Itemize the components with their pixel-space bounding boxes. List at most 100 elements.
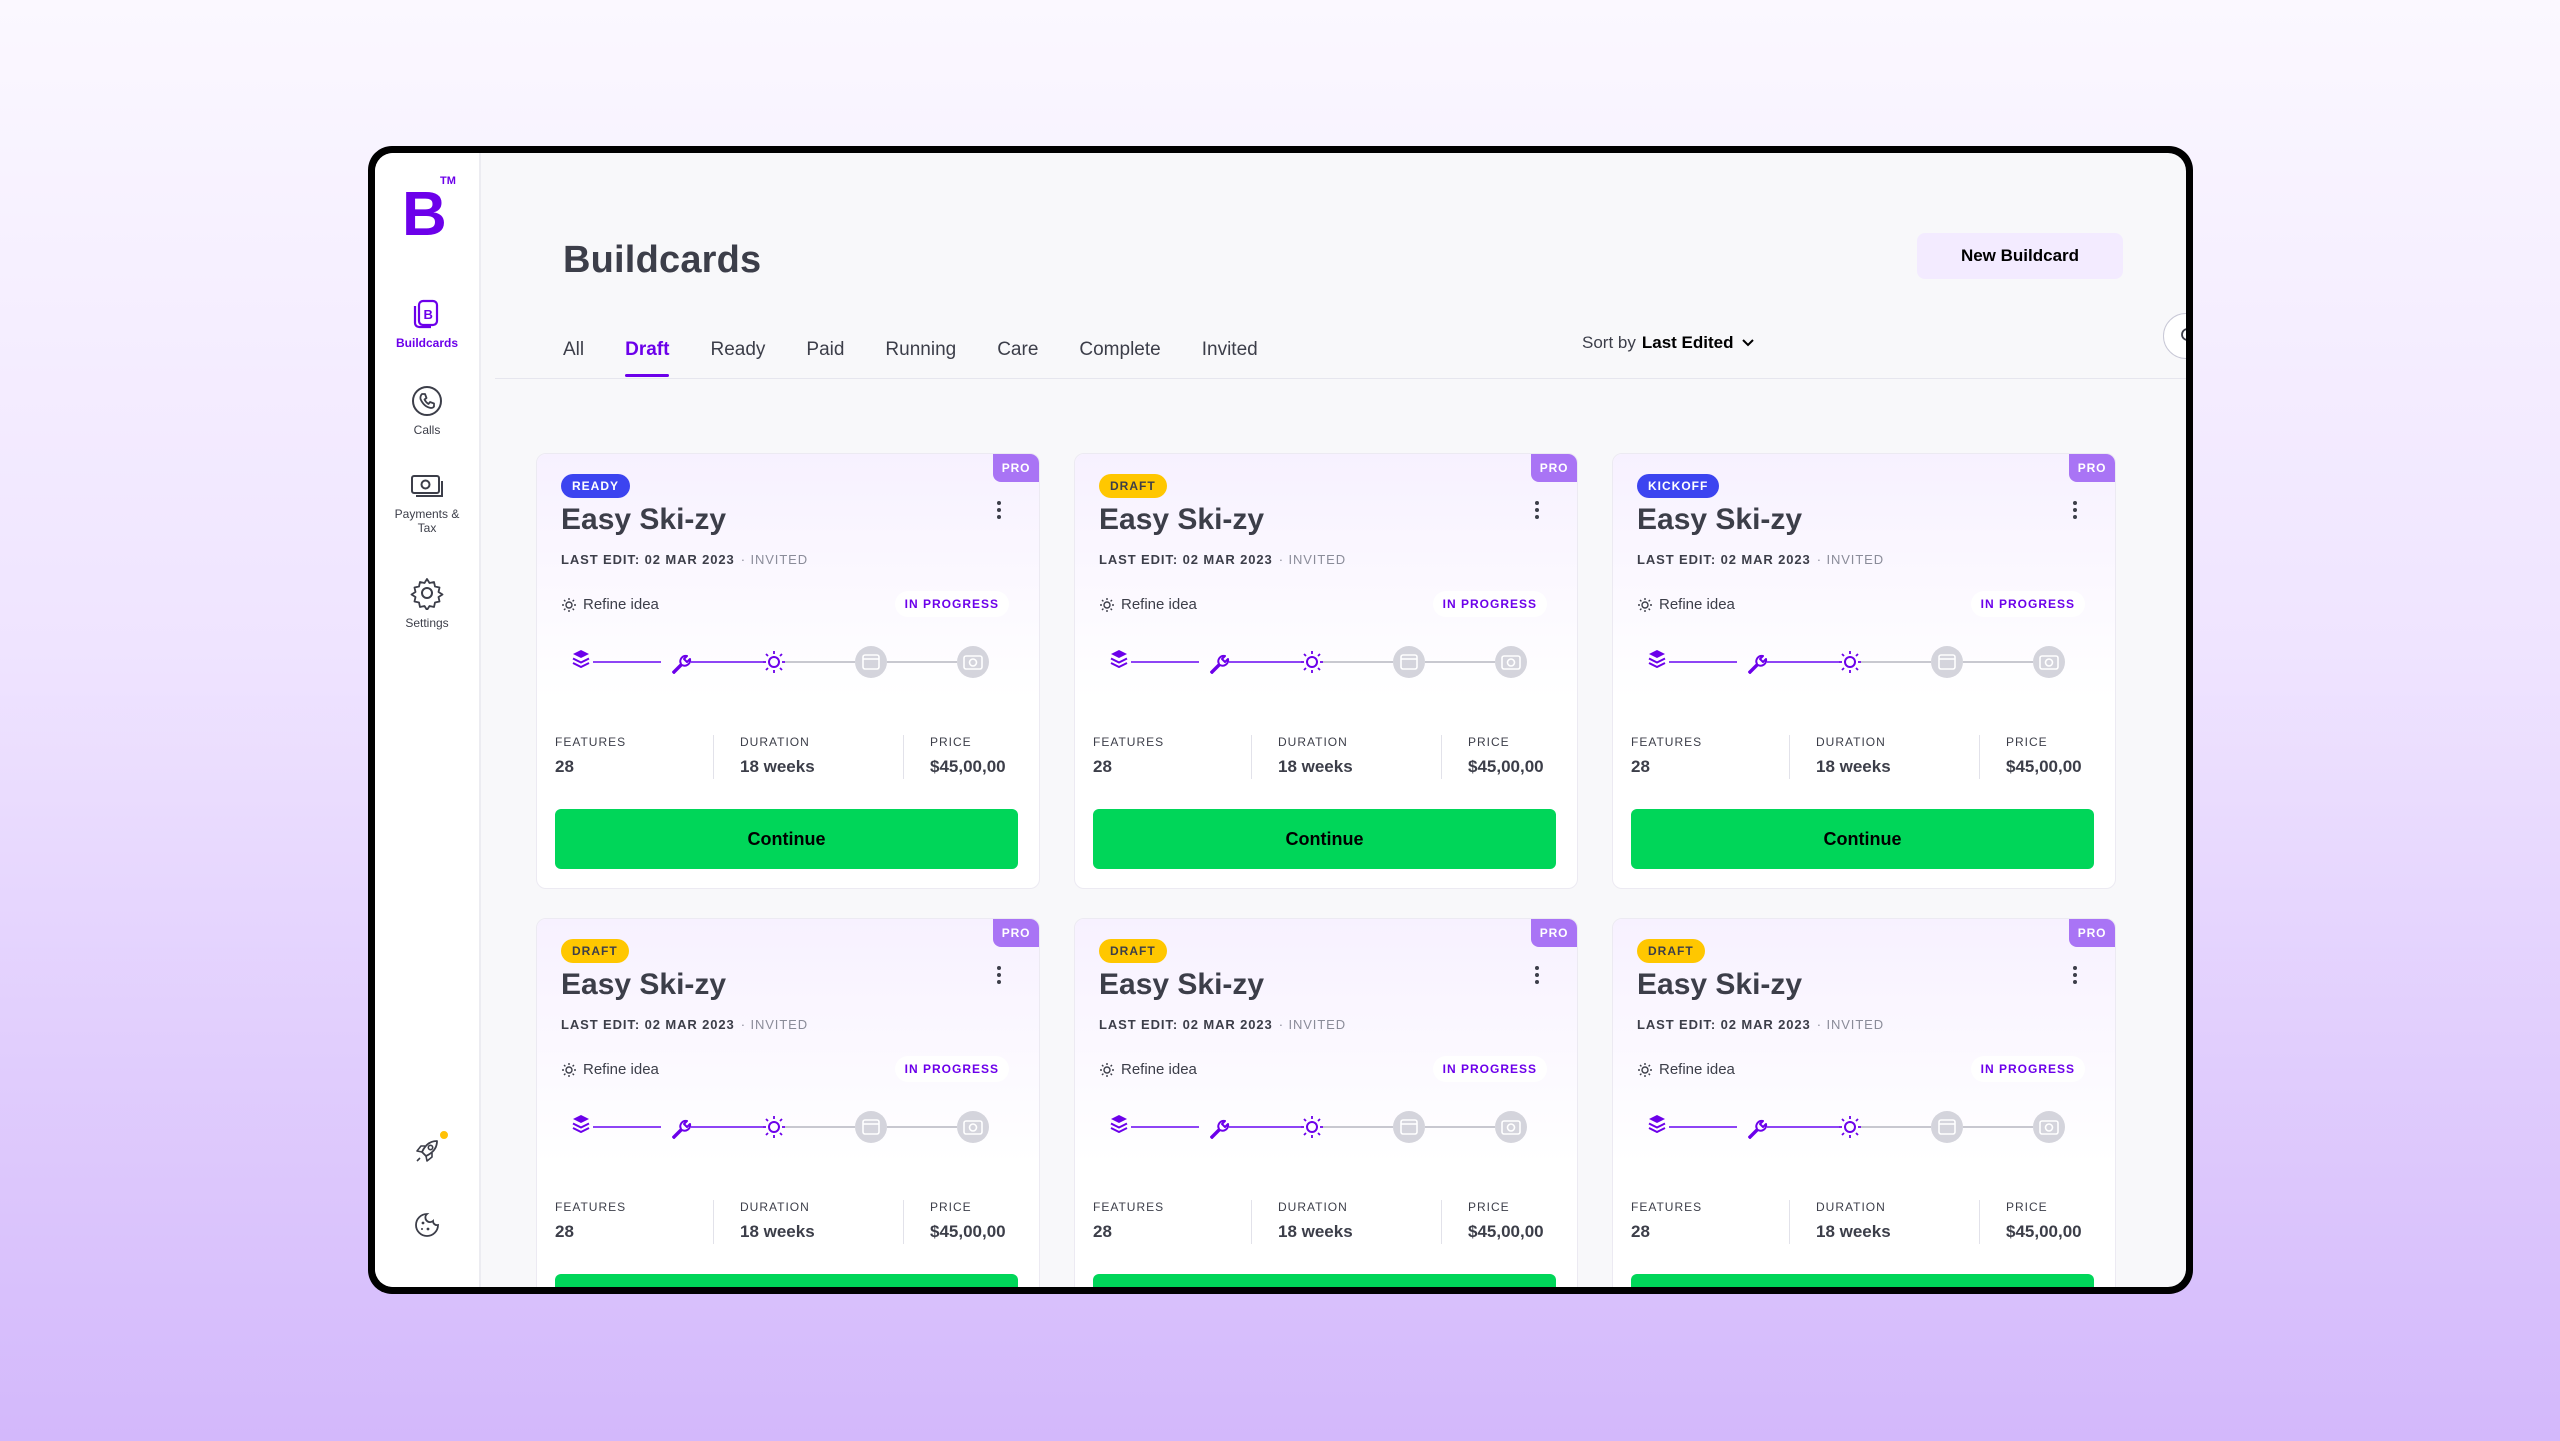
buildcard[interactable]: PRO DRAFT Easy Ski-zy LAST EDIT: 02 MAR … bbox=[1612, 918, 2116, 1287]
tab-all[interactable]: All bbox=[563, 339, 585, 360]
card-stats: FEATURES 28 DURATION 18 weeks PRICE $45,… bbox=[1631, 1200, 2101, 1244]
buildcard[interactable]: PRO DRAFT Easy Ski-zy LAST EDIT: 02 MAR … bbox=[536, 918, 1040, 1287]
card-title[interactable]: Easy Ski-zy bbox=[1637, 968, 1803, 1001]
price-stat: PRICE $45,00,00 bbox=[1468, 735, 1544, 776]
last-edit-date: LAST EDIT: 02 MAR 2023 bbox=[561, 552, 735, 567]
camera-icon bbox=[1495, 1111, 1527, 1143]
layers-icon bbox=[1110, 650, 1128, 668]
last-edit-date: LAST EDIT: 02 MAR 2023 bbox=[1637, 1017, 1811, 1032]
browser-icon bbox=[1393, 1111, 1425, 1143]
price-stat: PRICE $45,00,00 bbox=[2006, 735, 2082, 776]
cookie-button[interactable] bbox=[375, 1211, 479, 1239]
tab-complete[interactable]: Complete bbox=[1079, 339, 1161, 360]
buildcard[interactable]: PRO KICKOFF Easy Ski-zy LAST EDIT: 02 MA… bbox=[1612, 453, 2116, 889]
duration-stat: DURATION 18 weeks bbox=[1278, 1200, 1353, 1241]
phase-label: Refine idea bbox=[1659, 596, 1735, 613]
card-title[interactable]: Easy Ski-zy bbox=[1637, 503, 1803, 536]
sidebar-item-payments[interactable]: Payments & Tax bbox=[375, 471, 479, 535]
card-meta: LAST EDIT: 02 MAR 2023 · INVITED bbox=[1099, 1017, 1346, 1032]
buildcard[interactable]: PRO DRAFT Easy Ski-zy LAST EDIT: 02 MAR … bbox=[1074, 453, 1578, 889]
new-buildcard-button[interactable]: New Buildcard bbox=[1917, 233, 2123, 279]
continue-button[interactable]: Continue bbox=[1631, 1274, 2094, 1287]
brand-logo[interactable]: B TM bbox=[402, 175, 456, 246]
progress-tracker bbox=[1110, 646, 1527, 678]
continue-button[interactable]: Continue bbox=[555, 1274, 1018, 1287]
features-stat: FEATURES 28 bbox=[1093, 1200, 1165, 1241]
tab-invited[interactable]: Invited bbox=[1201, 339, 1258, 360]
layers-icon bbox=[1648, 650, 1666, 668]
sun-icon bbox=[1638, 597, 1652, 612]
invited-label: · INVITED bbox=[1278, 552, 1347, 567]
wrench-icon bbox=[672, 1119, 692, 1139]
card-title[interactable]: Easy Ski-zy bbox=[561, 968, 727, 1001]
more-options-icon[interactable] bbox=[992, 498, 1006, 524]
buildcard[interactable]: PRO DRAFT Easy Ski-zy LAST EDIT: 02 MAR … bbox=[1074, 918, 1578, 1287]
tab-draft[interactable]: Draft bbox=[625, 339, 670, 377]
current-phase: Refine idea bbox=[561, 596, 659, 613]
phase-label: Refine idea bbox=[583, 596, 659, 613]
stat-divider bbox=[713, 735, 714, 779]
bulb-icon bbox=[1301, 1116, 1323, 1138]
continue-button[interactable]: Continue bbox=[1093, 1274, 1556, 1287]
tab-ready[interactable]: Ready bbox=[710, 339, 766, 360]
rocket-icon bbox=[416, 1140, 438, 1162]
sidebar-item-label: Payments & Tax bbox=[394, 507, 460, 535]
buildcard[interactable]: PRO READY Easy Ski-zy LAST EDIT: 02 MAR … bbox=[536, 453, 1040, 889]
last-edit-date: LAST EDIT: 02 MAR 2023 bbox=[1637, 552, 1811, 567]
features-stat: FEATURES 28 bbox=[1631, 1200, 1703, 1241]
tab-care[interactable]: Care bbox=[997, 339, 1039, 360]
sidebar-item-buildcards[interactable]: B Buildcards bbox=[375, 298, 479, 350]
more-options-icon[interactable] bbox=[992, 963, 1006, 989]
card-stats: FEATURES 28 DURATION 18 weeks PRICE $45,… bbox=[555, 1200, 1025, 1244]
card-title[interactable]: Easy Ski-zy bbox=[1099, 503, 1265, 536]
progress-tracker bbox=[1648, 1111, 2065, 1143]
wrench-icon bbox=[1748, 654, 1768, 674]
sun-icon bbox=[1100, 597, 1114, 612]
status-badge: KICKOFF bbox=[1637, 474, 1720, 498]
layers-icon bbox=[1648, 1115, 1666, 1133]
current-phase: Refine idea bbox=[561, 1061, 659, 1078]
logo-trademark: TM bbox=[440, 175, 456, 187]
stat-divider bbox=[903, 1200, 904, 1244]
search-field[interactable] bbox=[2163, 313, 2186, 359]
duration-stat: DURATION 18 weeks bbox=[1816, 1200, 1891, 1241]
continue-button[interactable]: Continue bbox=[1093, 809, 1556, 869]
tabs-divider bbox=[495, 378, 2186, 379]
card-title[interactable]: Easy Ski-zy bbox=[561, 503, 727, 536]
more-options-icon[interactable] bbox=[2068, 498, 2082, 524]
price-stat: PRICE $45,00,00 bbox=[2006, 1200, 2082, 1241]
features-stat: FEATURES 28 bbox=[555, 1200, 627, 1241]
progress-badge: IN PROGRESS bbox=[1970, 591, 2085, 617]
sidebar-item-calls[interactable]: Calls bbox=[375, 385, 479, 437]
card-title[interactable]: Easy Ski-zy bbox=[1099, 968, 1265, 1001]
progress-tracker bbox=[572, 646, 989, 678]
layers-icon bbox=[1110, 1115, 1128, 1133]
status-badge: DRAFT bbox=[1637, 939, 1705, 963]
price-stat: PRICE $45,00,00 bbox=[1468, 1200, 1544, 1241]
tab-running[interactable]: Running bbox=[885, 339, 957, 360]
rocket-button[interactable] bbox=[375, 1129, 479, 1167]
card-stats: FEATURES 28 DURATION 18 weeks PRICE $45,… bbox=[1093, 735, 1563, 779]
continue-button[interactable]: Continue bbox=[1631, 809, 2094, 869]
continue-button[interactable]: Continue bbox=[555, 809, 1018, 869]
progress-tracker bbox=[1110, 1111, 1527, 1143]
cookie-icon bbox=[415, 1213, 439, 1237]
sort-prefix: Sort by bbox=[1582, 333, 1636, 352]
more-options-icon[interactable] bbox=[1530, 963, 1544, 989]
progress-badge: IN PROGRESS bbox=[1432, 1056, 1547, 1082]
more-options-icon[interactable] bbox=[1530, 498, 1544, 524]
status-badge: DRAFT bbox=[1099, 939, 1167, 963]
sort-dropdown[interactable]: Sort by Last Edited bbox=[1582, 333, 1755, 353]
tab-paid[interactable]: Paid bbox=[806, 339, 845, 360]
more-options-icon[interactable] bbox=[2068, 963, 2082, 989]
status-badge: DRAFT bbox=[1099, 474, 1167, 498]
wrench-icon bbox=[672, 654, 692, 674]
stat-divider bbox=[1441, 735, 1442, 779]
search-icon bbox=[2181, 328, 2186, 341]
features-stat: FEATURES 28 bbox=[555, 735, 627, 776]
sidebar-item-settings[interactable]: Settings bbox=[375, 576, 479, 630]
progress-badge: IN PROGRESS bbox=[1432, 591, 1547, 617]
svg-text:B: B bbox=[424, 307, 433, 322]
sun-icon bbox=[562, 597, 576, 612]
invited-label: · INVITED bbox=[740, 1017, 809, 1032]
